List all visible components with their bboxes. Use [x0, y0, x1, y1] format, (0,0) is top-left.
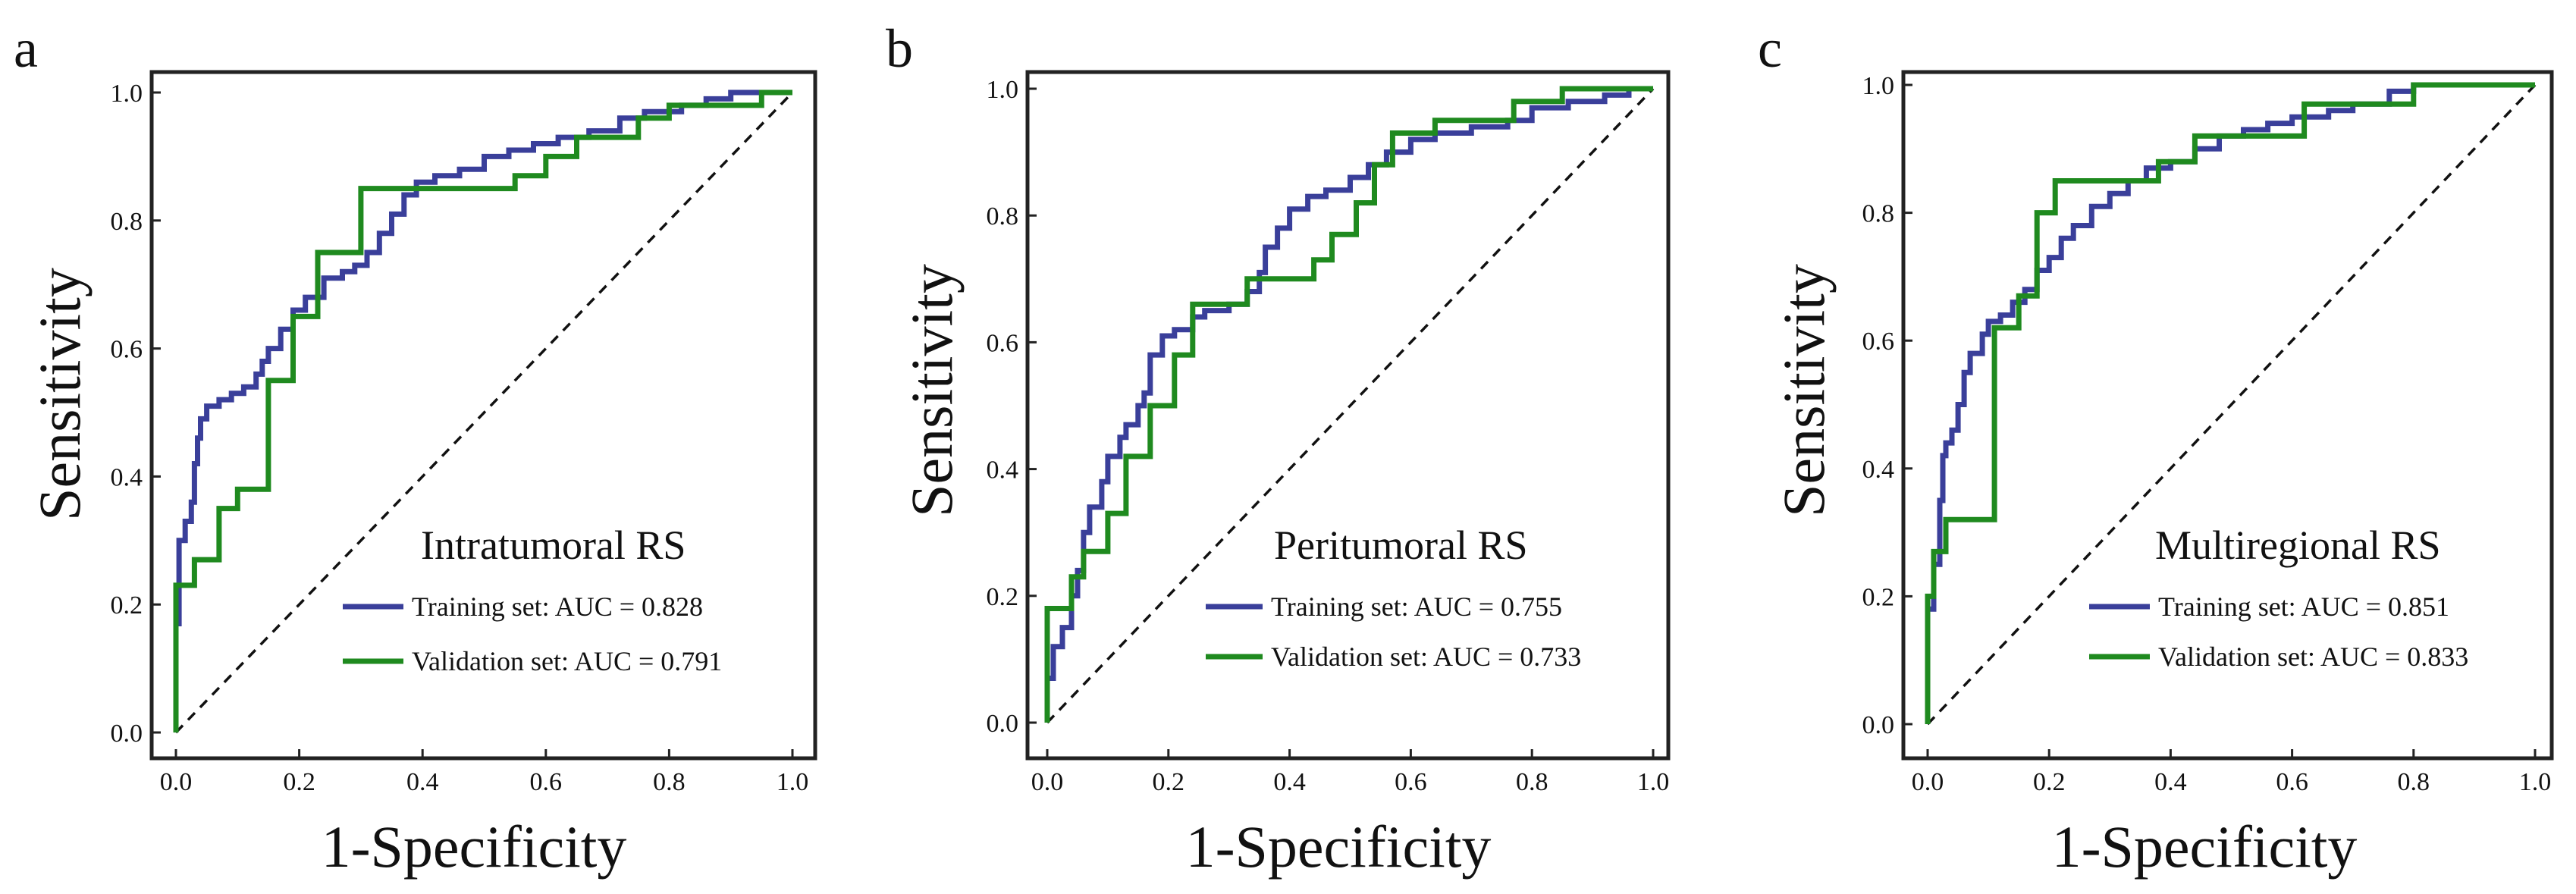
panel-b-xtick-label-5: 1.0 — [1637, 768, 1670, 796]
panel-c-diagonal-reference — [1926, 83, 2537, 726]
panel-b: b Sensitivity 1-Specificity Peritumoral … — [886, 18, 1671, 880]
panel-c-plot: 0.0 0.2 0.4 0.6 0.8 1.0 0.0 0.2 0.4 0.6 0.8 1.0 — [1862, 70, 2554, 796]
panel-c-xtick-label-1: 0.2 — [2033, 768, 2066, 796]
panel-a-plot: 0.0 0.2 0.4 0.6 0.8 1.0 0.0 0.2 0.4 0.6 0.8 1.0 — [111, 70, 817, 796]
panel-b-legend-training-label: Training set: AUC = 0.755 — [1271, 591, 1562, 622]
panel-a-ytick-label-1: 0.2 — [111, 591, 143, 620]
panel-a-legend-training-label: Training set: AUC = 0.828 — [412, 591, 703, 622]
panel-letter-b: b — [886, 18, 913, 79]
panel-c-frame — [1901, 70, 2554, 761]
panel-c-xtick-label-2: 0.4 — [2154, 768, 2187, 796]
panel-b-xlabel: 1-Specificity — [1186, 814, 1492, 880]
panel-c-ytick-label-4: 0.8 — [1862, 200, 1895, 228]
panel-b-legend: Training set: AUC = 0.755 Validation set… — [1206, 591, 1581, 672]
panel-a-xtick-label-1: 0.2 — [283, 768, 315, 796]
panel-c-xlabel: 1-Specificity — [2052, 814, 2358, 880]
panel-a-xlabel: 1-Specificity — [322, 814, 627, 880]
panel-c-xtick-label-4: 0.8 — [2398, 768, 2430, 796]
panel-b-diagonal-reference — [1046, 87, 1655, 724]
panel-c-xtick-label-5: 1.0 — [2519, 768, 2552, 796]
panel-a-xtick-label-5: 1.0 — [777, 768, 809, 796]
panel-a-ytick-label-2: 0.4 — [111, 463, 143, 491]
panel-a-xtick-label-3: 0.6 — [530, 768, 563, 796]
panel-b-ylabel: Sensitivity — [899, 264, 965, 517]
panel-c-ytick-label-2: 0.4 — [1862, 456, 1895, 484]
panel-b-ytick-label-5: 1.0 — [987, 76, 1019, 104]
panel-c-legend-validation-label: Validation set: AUC = 0.833 — [2158, 641, 2468, 672]
panel-a-xtick-label-2: 0.4 — [406, 768, 439, 796]
panel-b-frame — [1025, 70, 1671, 761]
panel-a-frame — [149, 70, 817, 761]
panel-a-ytick-label-5: 1.0 — [111, 80, 143, 108]
panel-b-plot: 0.0 0.2 0.4 0.6 0.8 1.0 0.0 0.2 0.4 0.6 0.8 1.0 — [987, 70, 1671, 796]
panel-b-ytick-label-2: 0.4 — [987, 456, 1019, 485]
panel-c-xtick-label-0: 0.0 — [1912, 768, 1944, 796]
panel-a-xtick-label-4: 0.8 — [653, 768, 686, 796]
panel-b-validation-roc-curve — [1044, 86, 1653, 723]
panel-a-ytick-label-0: 0.0 — [111, 720, 143, 748]
panel-b-legend-validation-label: Validation set: AUC = 0.733 — [1271, 641, 1581, 672]
panel-b-xtick-label-3: 0.6 — [1395, 768, 1427, 796]
panel-c-title: Multiregional RS — [2155, 522, 2441, 568]
panel-b-title: Peritumoral RS — [1274, 522, 1528, 568]
panel-a-legend: Training set: AUC = 0.828 Validation set… — [343, 591, 722, 676]
panel-b-xtick-label-4: 0.8 — [1516, 768, 1548, 796]
panel-a-legend-validation-label: Validation set: AUC = 0.791 — [412, 646, 722, 676]
panel-c-legend-training-label: Training set: AUC = 0.851 — [2158, 591, 2449, 622]
panel-c-validation-roc-curve — [1925, 82, 2535, 724]
panel-a: a Sensitivity 1-Specificity Intratumoral… — [14, 18, 817, 880]
panel-c-training-roc-curve — [1925, 82, 2535, 724]
panel-a-title: Intratumoral RS — [421, 522, 686, 568]
panel-b-xtick-label-2: 0.4 — [1273, 768, 1306, 796]
panel-c-xtick-label-3: 0.6 — [2276, 768, 2308, 796]
panel-b-ytick-label-4: 0.8 — [987, 202, 1019, 231]
panel-c: c Sensitivity 1-Specificity Multiregiona… — [1758, 18, 2554, 880]
panel-c-ytick-label-1: 0.2 — [1862, 583, 1895, 611]
panel-b-xtick-label-1: 0.2 — [1153, 768, 1185, 796]
panel-a-validation-roc-curve — [173, 89, 792, 732]
panel-c-ytick-label-5: 1.0 — [1862, 72, 1895, 100]
panel-c-legend: Training set: AUC = 0.851 Validation set… — [2089, 591, 2468, 672]
panel-c-ylabel: Sensitivity — [1771, 264, 1837, 517]
panel-letter-a: a — [14, 18, 38, 79]
panel-letter-c: c — [1758, 18, 1782, 79]
panel-a-ytick-label-4: 0.8 — [111, 208, 143, 236]
panel-a-diagonal-reference — [174, 91, 794, 734]
panel-a-ylabel: Sensitivity — [27, 268, 93, 521]
panel-b-ytick-label-3: 0.6 — [987, 329, 1019, 357]
panel-c-ytick-label-0: 0.0 — [1862, 711, 1895, 739]
panel-c-ytick-label-3: 0.6 — [1862, 328, 1895, 356]
panel-b-ytick-label-1: 0.2 — [987, 583, 1019, 611]
panel-b-ytick-label-0: 0.0 — [987, 710, 1019, 738]
panel-a-xtick-label-0: 0.0 — [160, 768, 193, 796]
panel-b-xtick-label-0: 0.0 — [1031, 768, 1064, 796]
panel-a-ytick-label-3: 0.6 — [111, 336, 143, 364]
